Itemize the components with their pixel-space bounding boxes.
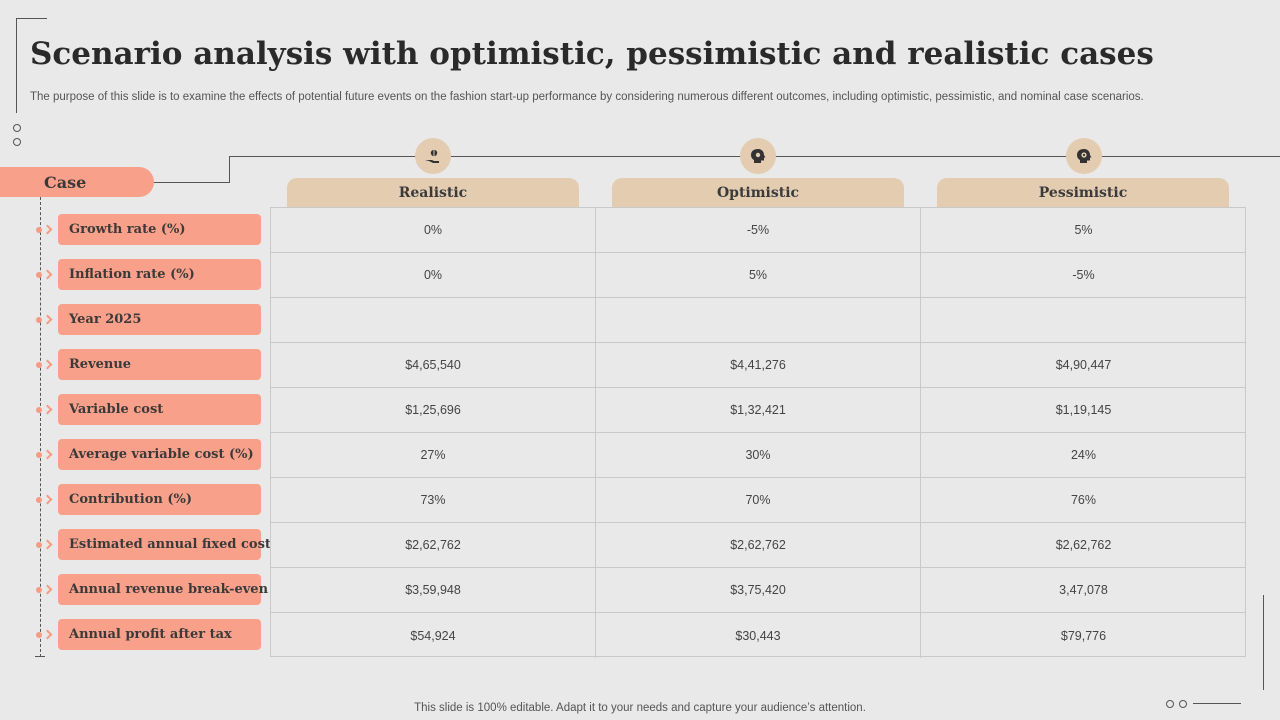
chevron-right-icon — [42, 539, 53, 550]
dashed-line — [40, 197, 41, 657]
table-cell: 3,47,078 — [921, 568, 1246, 613]
chevron-right-icon — [42, 449, 53, 460]
head-gear-icon — [740, 138, 776, 174]
row-marker-dot — [36, 542, 42, 548]
table-cell: $1,19,145 — [921, 388, 1246, 433]
table-cell — [596, 298, 921, 343]
table-cell: 73% — [271, 478, 596, 523]
row-marker-dot — [36, 272, 42, 278]
row-marker-dot — [36, 587, 42, 593]
row-marker-dot — [36, 632, 42, 638]
head-target-icon — [1066, 138, 1102, 174]
circle-decoration — [1166, 700, 1174, 708]
connector-line — [229, 156, 230, 183]
row-label: Inflation rate (%) — [58, 259, 261, 290]
corner-decoration — [1263, 595, 1264, 690]
case-header: Case — [0, 167, 154, 197]
footer-note: This slide is 100% editable. Adapt it to… — [414, 702, 866, 714]
row-label: Contribution (%) — [58, 484, 261, 515]
table-cell: $1,25,696 — [271, 388, 596, 433]
chevron-right-icon — [42, 359, 53, 370]
table-cell — [271, 298, 596, 343]
table-cell: $4,41,276 — [596, 343, 921, 388]
chevron-right-icon — [42, 314, 53, 325]
row-label: Annual revenue break-even — [58, 574, 268, 605]
row-label: Annual profit after tax — [58, 619, 261, 650]
table-cell: $54,924 — [271, 613, 596, 658]
chevron-right-icon — [42, 224, 53, 235]
table-cell: $1,32,421 — [596, 388, 921, 433]
row-marker-dot — [36, 227, 42, 233]
table-cell: 0% — [271, 208, 596, 253]
corner-decoration — [16, 18, 47, 113]
table-cell: 70% — [596, 478, 921, 523]
circle-decoration — [13, 124, 21, 132]
column-header-optimistic: Optimistic — [612, 178, 904, 208]
table-cell: 30% — [596, 433, 921, 478]
row-label: Variable cost — [58, 394, 261, 425]
row-marker-dot — [36, 362, 42, 368]
table-cell: 5% — [596, 253, 921, 298]
circle-decoration — [1179, 700, 1187, 708]
page-title: Scenario analysis with optimistic, pessi… — [30, 36, 1154, 72]
table-cell: $3,59,948 — [271, 568, 596, 613]
line-decoration — [1193, 703, 1241, 704]
connector-line — [150, 182, 230, 183]
table-cell: $2,62,762 — [596, 523, 921, 568]
chevron-right-icon — [42, 494, 53, 505]
table-cell: 27% — [271, 433, 596, 478]
table-cell: $2,62,762 — [921, 523, 1246, 568]
page-subtitle: The purpose of this slide is to examine … — [30, 91, 1144, 103]
table-cell: 76% — [921, 478, 1246, 523]
table-cell: $3,75,420 — [596, 568, 921, 613]
scenario-table: 0% -5% 5% 0% 5% -5% $4,65,540 $4,41,276 $4,90,44… — [270, 207, 1246, 658]
chevron-right-icon — [42, 269, 53, 280]
row-marker-dot — [36, 317, 42, 323]
chevron-right-icon — [42, 404, 53, 415]
table-cell — [921, 298, 1246, 343]
hand-money-icon — [415, 138, 451, 174]
row-marker-dot — [36, 407, 42, 413]
row-label: Estimated annual fixed cost — [58, 529, 271, 560]
table-cell: $4,90,447 — [921, 343, 1246, 388]
table-cell: $2,62,762 — [271, 523, 596, 568]
column-header-realistic: Realistic — [287, 178, 579, 208]
chevron-right-icon — [42, 584, 53, 595]
table-cell: $4,65,540 — [271, 343, 596, 388]
row-label: Average variable cost (%) — [58, 439, 261, 470]
row-label: Year 2025 — [58, 304, 261, 335]
row-label: Growth rate (%) — [58, 214, 261, 245]
chevron-right-icon — [42, 629, 53, 640]
row-marker-dot — [36, 452, 42, 458]
row-marker-dot — [36, 497, 42, 503]
table-cell: $79,776 — [1060, 628, 1107, 643]
dashed-line-end — [35, 656, 45, 657]
table-cell: 5% — [921, 208, 1246, 253]
table-cell: -5% — [921, 253, 1246, 298]
table-cell: $30,443 — [596, 613, 921, 658]
table-cell: 24% — [921, 433, 1246, 478]
column-header-pessimistic: Pessimistic — [937, 178, 1229, 208]
circle-decoration — [13, 138, 21, 146]
table-cell: 0% — [271, 253, 596, 298]
table-cell: -5% — [596, 208, 921, 253]
row-label: Revenue — [58, 349, 261, 380]
